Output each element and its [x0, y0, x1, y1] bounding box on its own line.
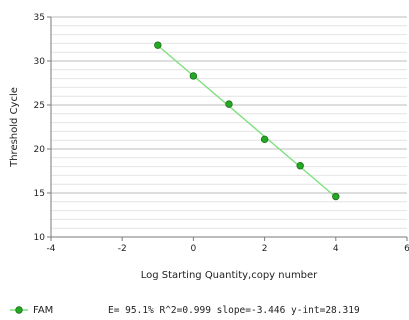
y-axis-label: Threshold Cycle [9, 87, 20, 168]
legend-label-fam: FAM [33, 305, 53, 316]
x-tick-label: 2 [262, 244, 268, 254]
x-ticks: -4 -2 0 2 4 6 [47, 237, 409, 254]
plot-area-background [51, 17, 407, 237]
x-tick-label: 6 [404, 244, 409, 254]
fit-line-group [157, 44, 337, 198]
y-ticks: 10 15 20 25 30 35 [34, 13, 51, 243]
data-point [332, 192, 340, 201]
data-point [154, 41, 162, 49]
x-tick-label: 4 [333, 244, 339, 254]
data-point [296, 162, 304, 170]
x-tick-label: -2 [118, 244, 127, 254]
data-point [189, 72, 198, 80]
data-point [225, 100, 233, 108]
y-tick-label: 30 [34, 57, 46, 67]
y-tick-label: 20 [34, 145, 46, 155]
regression-stats-text: E= 95.1% R^2=0.999 slope=-3.446 y-int=28… [108, 305, 360, 316]
major-grid [51, 16, 407, 194]
minor-grid [51, 25, 407, 229]
points-group [154, 41, 340, 201]
y-tick-label: 35 [34, 13, 45, 23]
x-tick-label: -4 [47, 244, 56, 254]
x-tick-label: 0 [191, 244, 197, 254]
legend: FAM [10, 305, 53, 316]
y-tick-label: 15 [34, 189, 45, 199]
x-axis-label: Log Starting Quantity,copy number [141, 270, 318, 281]
legend-marker [15, 306, 23, 314]
fit-line [157, 44, 337, 198]
data-point [260, 135, 269, 144]
y-tick-label: 25 [34, 101, 45, 111]
y-tick-label: 10 [34, 233, 46, 243]
